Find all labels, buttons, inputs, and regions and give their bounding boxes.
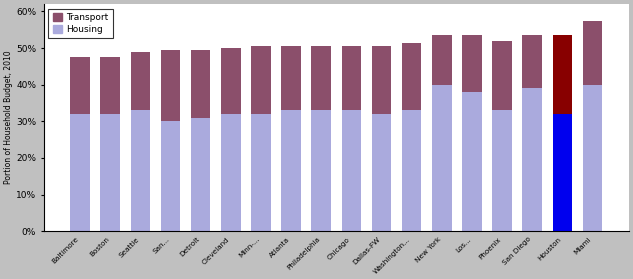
Bar [342, 46, 361, 110]
Bar [432, 85, 451, 231]
Bar [130, 110, 150, 231]
Bar [402, 43, 422, 110]
Y-axis label: Portion of Household Budget, 2010: Portion of Household Budget, 2010 [4, 51, 13, 184]
Bar [582, 21, 602, 85]
Bar [372, 114, 391, 231]
Bar [522, 35, 542, 88]
Bar [251, 46, 271, 114]
Bar [161, 50, 180, 121]
Bar [462, 92, 482, 231]
Bar [281, 110, 301, 231]
Bar [101, 57, 120, 114]
Bar [402, 110, 422, 231]
Bar [191, 50, 210, 118]
Bar [281, 46, 301, 110]
Bar [221, 114, 241, 231]
Bar [101, 114, 120, 231]
Bar [251, 114, 271, 231]
Bar [311, 46, 331, 110]
Bar [462, 35, 482, 92]
Bar [553, 35, 572, 114]
Bar [342, 110, 361, 231]
Bar [191, 118, 210, 231]
Bar [161, 121, 180, 231]
Bar [492, 110, 512, 231]
Bar [130, 52, 150, 110]
Bar [70, 114, 90, 231]
Bar [432, 35, 451, 85]
Bar [221, 48, 241, 114]
Bar [522, 88, 542, 231]
Bar [492, 41, 512, 110]
Bar [311, 110, 331, 231]
Legend: Transport, Housing: Transport, Housing [48, 9, 113, 39]
Bar [582, 85, 602, 231]
Bar [70, 57, 90, 114]
Bar [372, 46, 391, 114]
Bar [553, 114, 572, 231]
